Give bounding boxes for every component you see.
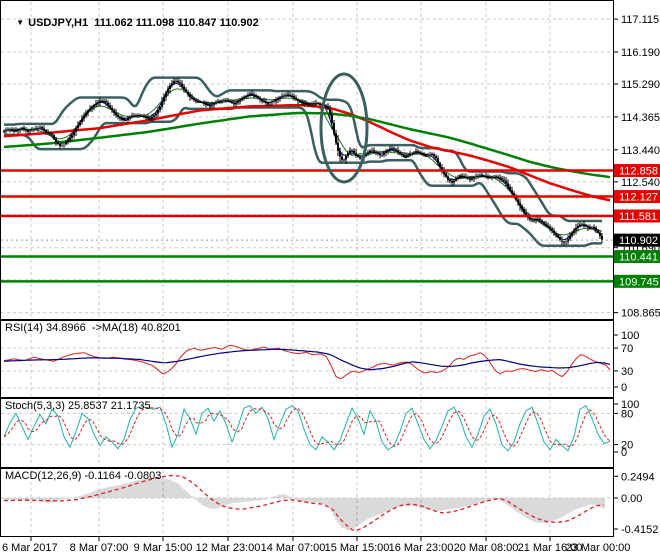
stoch-axis-tick: 80 <box>621 408 633 420</box>
time-axis-label: 15 Mar 15:00 <box>325 542 390 554</box>
time-axis-label: 23 Mar 00:00 <box>566 542 631 554</box>
gridlines <box>1 2 613 535</box>
time-axis-label: 14 Mar 07:00 <box>261 542 326 554</box>
ma-green-line <box>3 111 611 179</box>
resistance-price-tag <box>614 190 660 204</box>
price-axis-tick: 112.540 <box>621 177 660 189</box>
price-axis-tick: 108.865 <box>621 308 660 320</box>
price-axis-tick: 115.290 <box>621 79 660 91</box>
current-price-tag <box>614 233 660 247</box>
stoch-label: Stoch(5,3,3) 25.8537 21.1735 <box>5 400 151 412</box>
rsi-axis-tick: 70 <box>621 343 633 355</box>
rsi-axis-tick: 0 <box>621 382 627 394</box>
resistance-price-tag <box>614 209 660 223</box>
stoch-axis-tick: 20 <box>621 440 633 452</box>
time-axis-label: 9 Mar 15:00 <box>134 542 193 554</box>
price-axis-tick: 114.365 <box>621 112 660 124</box>
stoch-d-line <box>3 407 611 447</box>
support-price-tag-text: 110.441 <box>619 252 658 264</box>
stoch-panel-border <box>0 398 614 468</box>
time-axis-label: 20 Mar 08:00 <box>454 542 519 554</box>
fast-ma-green-line <box>3 88 603 236</box>
support-price-tag <box>614 274 660 288</box>
time-axis-label: 8 Mar 07:00 <box>70 542 129 554</box>
resistance-price-tag-text: 112.127 <box>619 192 658 204</box>
rsi-axis-tick: 30 <box>621 366 633 378</box>
resistance-price-tag-text: 111.581 <box>619 211 657 223</box>
rsi-panel-border <box>0 320 614 398</box>
price-axis-tick: 117.115 <box>621 14 659 26</box>
upper-band-line <box>4 76 602 223</box>
resistance-price-tag <box>614 164 660 178</box>
rsi-ma-line <box>3 348 611 371</box>
symbol-dropdown-icon[interactable]: ▼ <box>16 18 25 27</box>
macd-histogram <box>3 478 605 531</box>
rsi-line <box>3 344 611 379</box>
current-price-tag-text: 110.902 <box>619 235 658 247</box>
price-axis-tick: 113.440 <box>621 145 660 157</box>
time-axis-label: 12 Mar 23:00 <box>196 542 261 554</box>
macd-axis-tick: 0.00 <box>621 493 642 505</box>
support-price-tag <box>614 250 660 264</box>
ma-red-line <box>3 103 611 202</box>
stoch-axis-tick: 0 <box>621 447 627 459</box>
price-axis-tick: 116.190 <box>621 47 660 59</box>
macd-axis-tick: 0.2494 <box>621 471 655 483</box>
rsi-label: RSI(14) 34.8966 ->MA(18) 40.8201 <box>5 322 181 334</box>
main-panel-border <box>0 0 614 320</box>
macd-label: MACD(12,26,9) -0.1164 -0.0803 <box>5 470 162 482</box>
price-axis[interactable]: 117.115 116.190 115.290 114.365 113.440 112.5… <box>614 14 660 536</box>
time-axis-label: 21 Mar 16:00 <box>518 542 583 554</box>
macd-panel-border <box>0 468 614 537</box>
rsi-axis-tick: 100 <box>621 330 639 342</box>
stoch-axis-tick: 100 <box>621 399 639 411</box>
time-axis-label: 16 Mar 23:00 <box>389 542 454 554</box>
candlesticks <box>3 77 603 246</box>
annotation-ellipse[interactable] <box>319 72 369 184</box>
stoch-k-line <box>3 404 611 452</box>
support-price-tag-text: 109.745 <box>619 276 659 288</box>
resistance-price-tag-text: 112.858 <box>619 166 658 178</box>
macd-signal-line <box>3 474 604 532</box>
chart-title: ▼ USDJPY,H1 111.062 111.098 110.847 110.9… <box>4 3 259 43</box>
chart-title-text: USDJPY,H1 111.062 111.098 110.847 110.90… <box>28 17 259 29</box>
time-axis-label: 6 Mar 2017 <box>2 542 58 554</box>
time-axis[interactable]: 6 Mar 2017 8 Mar 07:00 9 Mar 15:00 12 Mar 2… <box>2 537 630 554</box>
macd-axis-tick: -0.4152 <box>621 524 658 536</box>
